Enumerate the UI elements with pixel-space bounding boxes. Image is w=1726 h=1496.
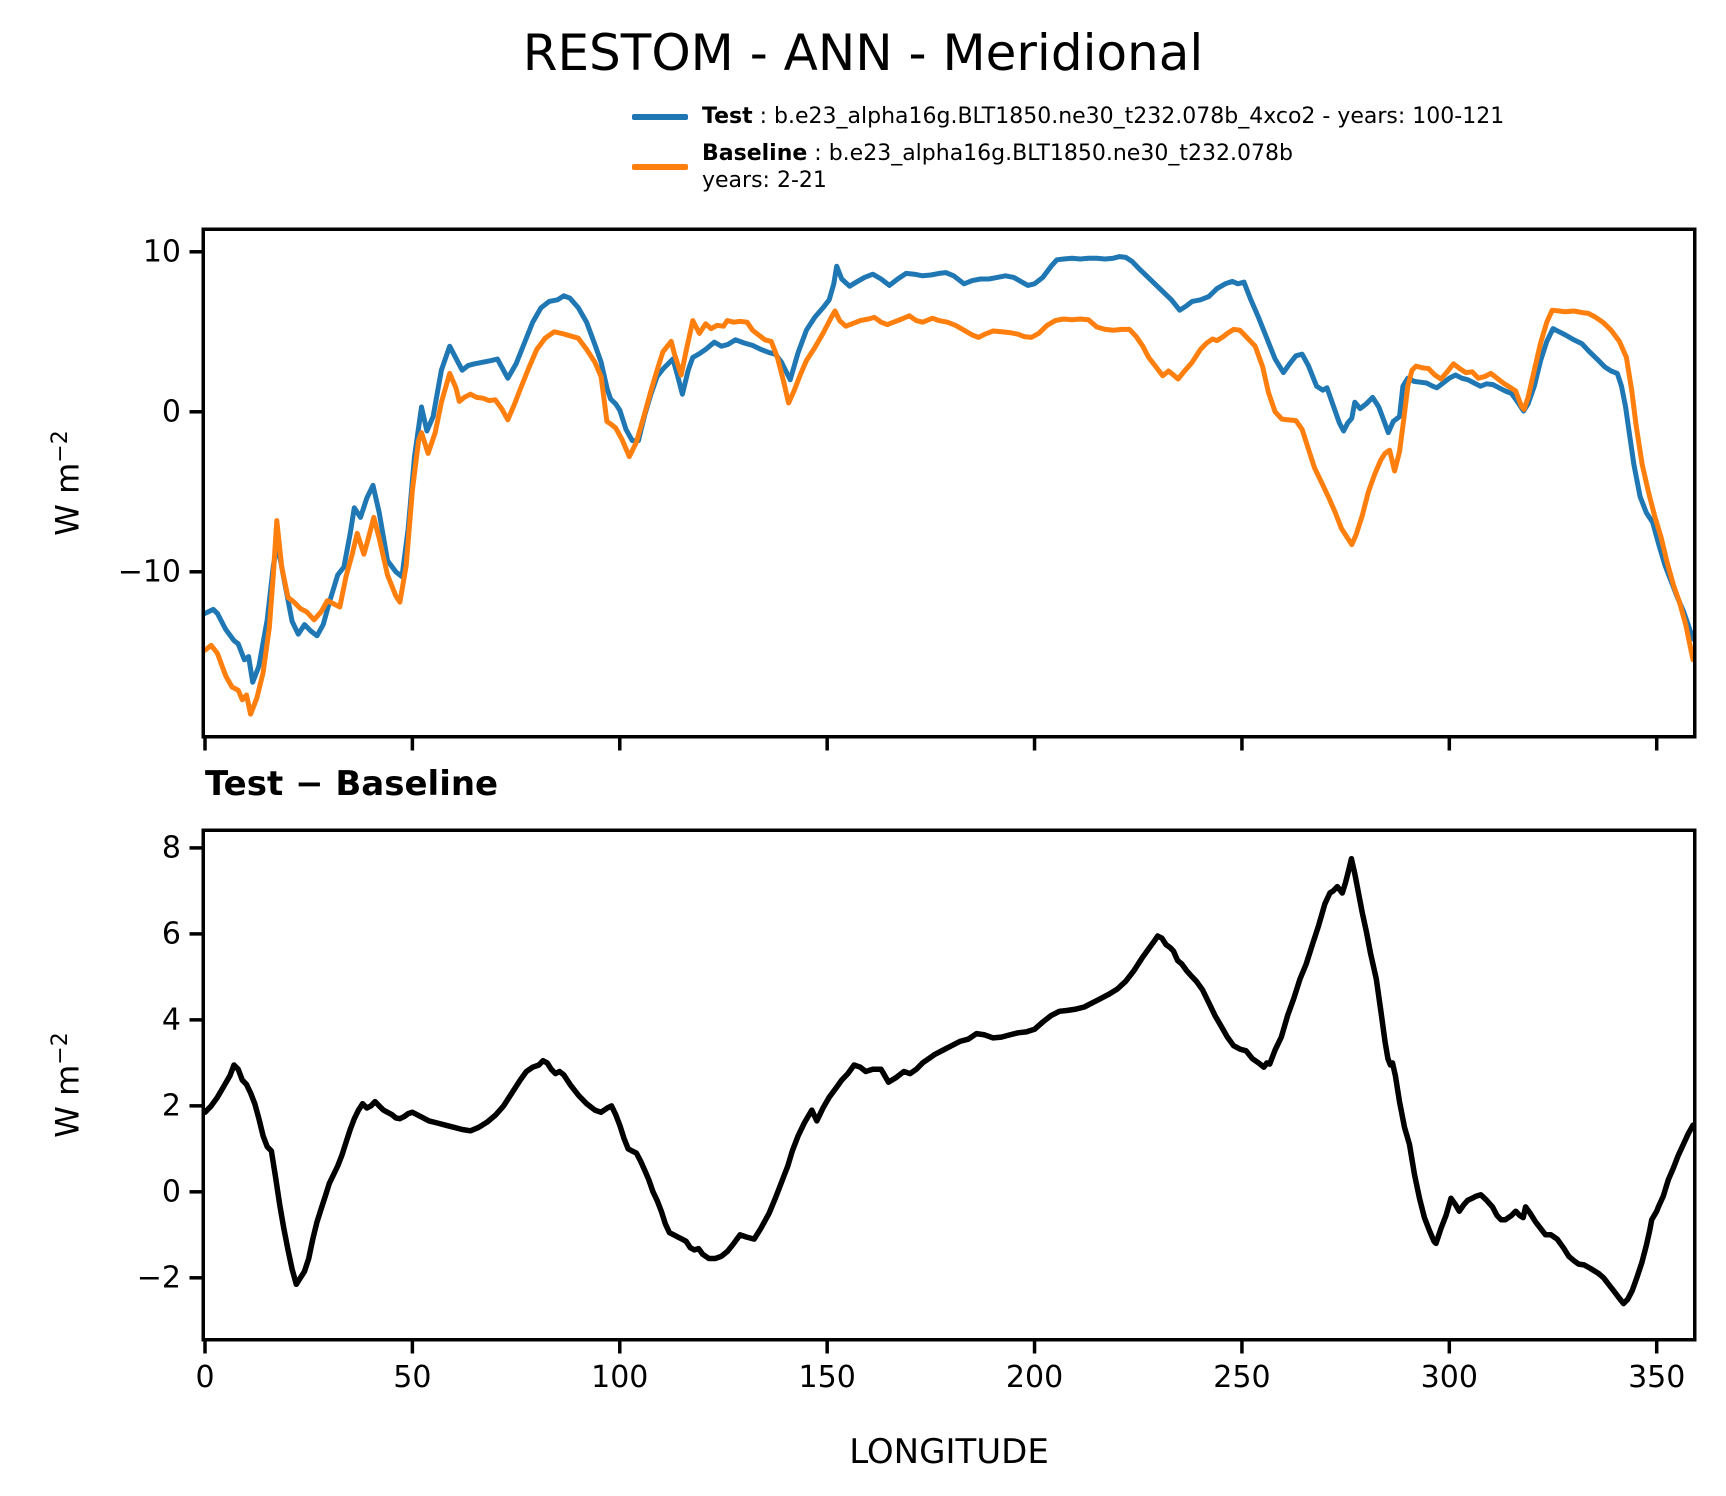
legend-item-baseline: Baseline : b.e23_alpha16g.BLT1850.ne30_t… xyxy=(632,140,1504,194)
bottom-chart-y-axis-label: W m−2 xyxy=(48,1032,87,1138)
legend-label-test: Test : b.e23_alpha16g.BLT1850.ne30_t232.… xyxy=(702,104,1505,129)
x-tick-label: 250 xyxy=(1213,1360,1271,1395)
x-tick-label: 100 xyxy=(591,1360,649,1395)
series-line-0 xyxy=(202,855,1696,1307)
bottom-chart-title: Test − Baseline xyxy=(205,764,499,804)
y-tick-label: 0 xyxy=(161,394,181,430)
series-line-0 xyxy=(202,254,1696,685)
y-tick-label: −2 xyxy=(136,1260,181,1296)
y-tick-label: −10 xyxy=(117,554,181,590)
legend: Test : b.e23_alpha16g.BLT1850.ne30_t232.… xyxy=(632,103,1504,204)
y-tick-label: 4 xyxy=(161,1002,181,1038)
top-chart-y-axis-label: W m−2 xyxy=(48,430,87,536)
legend-label-baseline-line2: years: 2-21 xyxy=(702,168,827,193)
x-tick-label: 200 xyxy=(1005,1360,1064,1395)
x-tick-label: 150 xyxy=(798,1360,856,1395)
test-line-swatch xyxy=(632,113,688,120)
y-tick-label: 6 xyxy=(161,916,181,952)
legend-label-baseline: Baseline : b.e23_alpha16g.BLT1850.ne30_t… xyxy=(702,141,1293,193)
axes-spines-0 xyxy=(201,227,1697,739)
y-tick-label: 2 xyxy=(161,1088,181,1124)
y-tick-label: 10 xyxy=(142,234,181,270)
axes-spines-1 xyxy=(201,828,1697,1342)
x-tick-label: 50 xyxy=(393,1360,432,1395)
x-tick-label: 350 xyxy=(1628,1360,1686,1395)
legend-item-test: Test : b.e23_alpha16g.BLT1850.ne30_t232.… xyxy=(632,103,1504,130)
y-tick-label: 8 xyxy=(161,830,181,866)
baseline-line-swatch xyxy=(632,164,688,170)
x-tick-label: 0 xyxy=(195,1360,215,1395)
series-line-1 xyxy=(202,307,1696,717)
x-tick-label: 300 xyxy=(1420,1360,1478,1395)
x-axis-label: LONGITUDE xyxy=(849,1432,1049,1472)
chart-title: RESTOM - ANN - Meridional xyxy=(522,24,1204,82)
y-tick-label: 0 xyxy=(161,1174,181,1210)
